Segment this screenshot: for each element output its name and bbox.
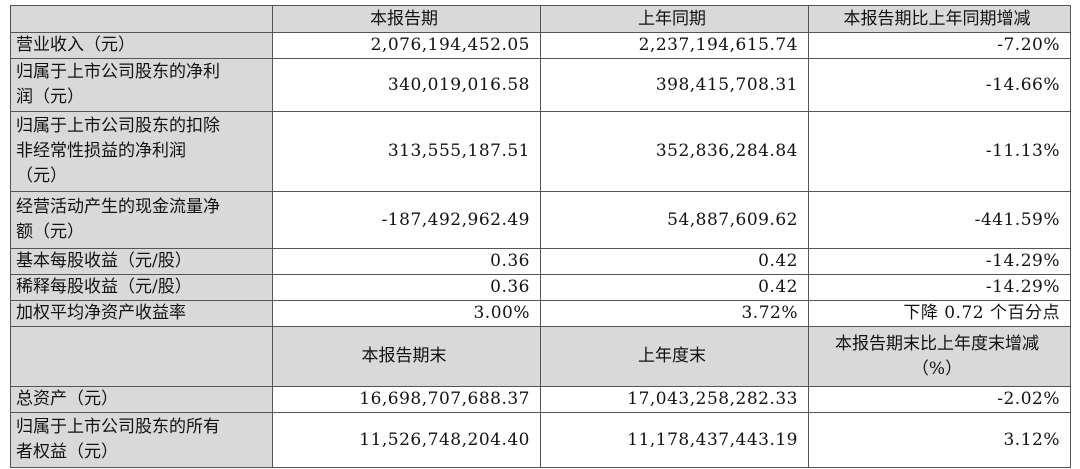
cell-line: （元） [16, 166, 67, 186]
value-cell: 0.36 [272, 274, 541, 301]
cell-line: 总资产（元） [16, 389, 118, 409]
row-label: 营业收入（元） [10, 32, 273, 59]
data-row: 归属于上市公司股东的所有 者权益（元） 11,526,748,204.40 11,17… [10, 412, 1071, 468]
value-cell: 3.00% [272, 300, 541, 327]
row-label: 归属于上市公司股东的所有 者权益（元） [10, 412, 273, 468]
cell-line: 营业收入（元） [16, 35, 135, 55]
row-label: 总资产（元） [10, 386, 273, 413]
value-cell: -2.02% [808, 386, 1071, 413]
cell-line: 者权益（元） [16, 442, 118, 462]
data-row: 经营活动产生的现金流量净 额（元） -187,492,962.49 54,887,60… [10, 191, 1071, 249]
value-cell: -11.13% [808, 111, 1071, 192]
cell-line: 加权平均净资产收益率 [16, 303, 186, 323]
value-cell: 17,043,258,282.33 [540, 386, 809, 413]
header-cell: 本报告期比上年同期增减 [808, 5, 1071, 33]
cell-line: 基本每股收益（元/股） [16, 251, 192, 271]
value-cell: 下降 0.72 个百分点 [808, 300, 1071, 327]
value-cell: 0.42 [540, 274, 809, 301]
row-label: 基本每股收益（元/股） [10, 248, 273, 275]
corner-cell [10, 5, 273, 33]
header-row: 本报告期 上年同期 本报告期比上年同期增减 [10, 5, 1071, 33]
header-cell: 本报告期 [272, 5, 541, 33]
value-cell: -187,492,962.49 [272, 191, 541, 249]
value-cell: 352,836,284.84 [540, 111, 809, 192]
data-row: 归属于上市公司股东的净利 润（元） 340,019,016.58 398,415,70… [10, 58, 1071, 112]
header-cell: 上年同期 [540, 5, 809, 33]
cell-line: 归属于上市公司股东的净利 [16, 62, 220, 82]
value-cell: 3.72% [540, 300, 809, 327]
value-cell: 11,178,437,443.19 [540, 412, 809, 468]
value-cell: 0.42 [540, 248, 809, 275]
value-cell: 16,698,707,688.37 [272, 386, 541, 413]
row-label: 归属于上市公司股东的扣除 非经常性损益的净利润 （元） [10, 111, 273, 192]
cell-line: 上年度末 [638, 346, 706, 366]
row-label: 加权平均净资产收益率 [10, 300, 273, 327]
corner-cell [10, 326, 273, 387]
value-cell: -441.59% [808, 191, 1071, 249]
cell-line: 经营活动产生的现金流量净 [16, 197, 220, 217]
value-cell: 11,526,748,204.40 [272, 412, 541, 468]
value-cell: 2,076,194,452.05 [272, 32, 541, 59]
cell-line: 润（元） [16, 87, 84, 107]
row-label: 稀释每股收益（元/股） [10, 274, 273, 301]
value-cell: -14.29% [808, 248, 1071, 275]
row-label: 归属于上市公司股东的净利 润（元） [10, 58, 273, 112]
data-row: 稀释每股收益（元/股） 0.36 0.42 -14.29% [10, 274, 1071, 301]
data-row: 基本每股收益（元/股） 0.36 0.42 -14.29% [10, 248, 1071, 275]
cell-line: 额（元） [16, 222, 84, 242]
value-cell: -14.66% [808, 58, 1071, 112]
cell-line: 本报告期末 [361, 346, 447, 366]
row-label: 经营活动产生的现金流量净 额（元） [10, 191, 273, 249]
table-body: 本报告期 上年同期 本报告期比上年同期增减 营业收入（元） 2,076,194,452.… [10, 5, 1071, 468]
value-cell: 340,019,016.58 [272, 58, 541, 112]
value-cell: 54,887,609.62 [540, 191, 809, 249]
header-cell: 上年度末 [540, 326, 809, 387]
header-cell: 本报告期末比上年度末增减 （%） [808, 326, 1071, 387]
data-row: 总资产（元） 16,698,707,688.37 17,043,258,282.33… [10, 386, 1071, 413]
value-cell: 398,415,708.31 [540, 58, 809, 112]
cell-line: 归属于上市公司股东的所有 [16, 417, 220, 437]
cell-line: 非经常性损益的净利润 [16, 141, 186, 161]
value-cell: 0.36 [272, 248, 541, 275]
value-cell: -7.20% [808, 32, 1071, 59]
cell-line: （%） [911, 358, 963, 379]
data-row: 营业收入（元） 2,076,194,452.05 2,237,194,615.74-… [10, 32, 1071, 59]
header-row: 本报告期末 上年度末 本报告期末比上年度末增减 （%） [10, 326, 1071, 387]
data-row: 加权平均净资产收益率 3.00% 3.72% 下降 0.72 个百分点 [10, 300, 1071, 327]
value-cell: 313,555,187.51 [272, 111, 541, 192]
data-row: 归属于上市公司股东的扣除 非经常性损益的净利润 （元） 313,555,187.51 3… [10, 111, 1071, 192]
cell-line: 本报告期末比上年度末增减 [835, 333, 1039, 354]
header-cell: 本报告期末 [272, 326, 541, 387]
value-cell: 2,237,194,615.74 [540, 32, 809, 59]
value-cell: 3.12% [808, 412, 1071, 468]
cell-line: 稀释每股收益（元/股） [16, 277, 192, 297]
cell-line: 归属于上市公司股东的扣除 [16, 116, 220, 136]
value-cell: -14.29% [808, 274, 1071, 301]
financial-table: 本报告期 上年同期 本报告期比上年同期增减 营业收入（元） 2,076,194,452.… [10, 5, 1071, 468]
